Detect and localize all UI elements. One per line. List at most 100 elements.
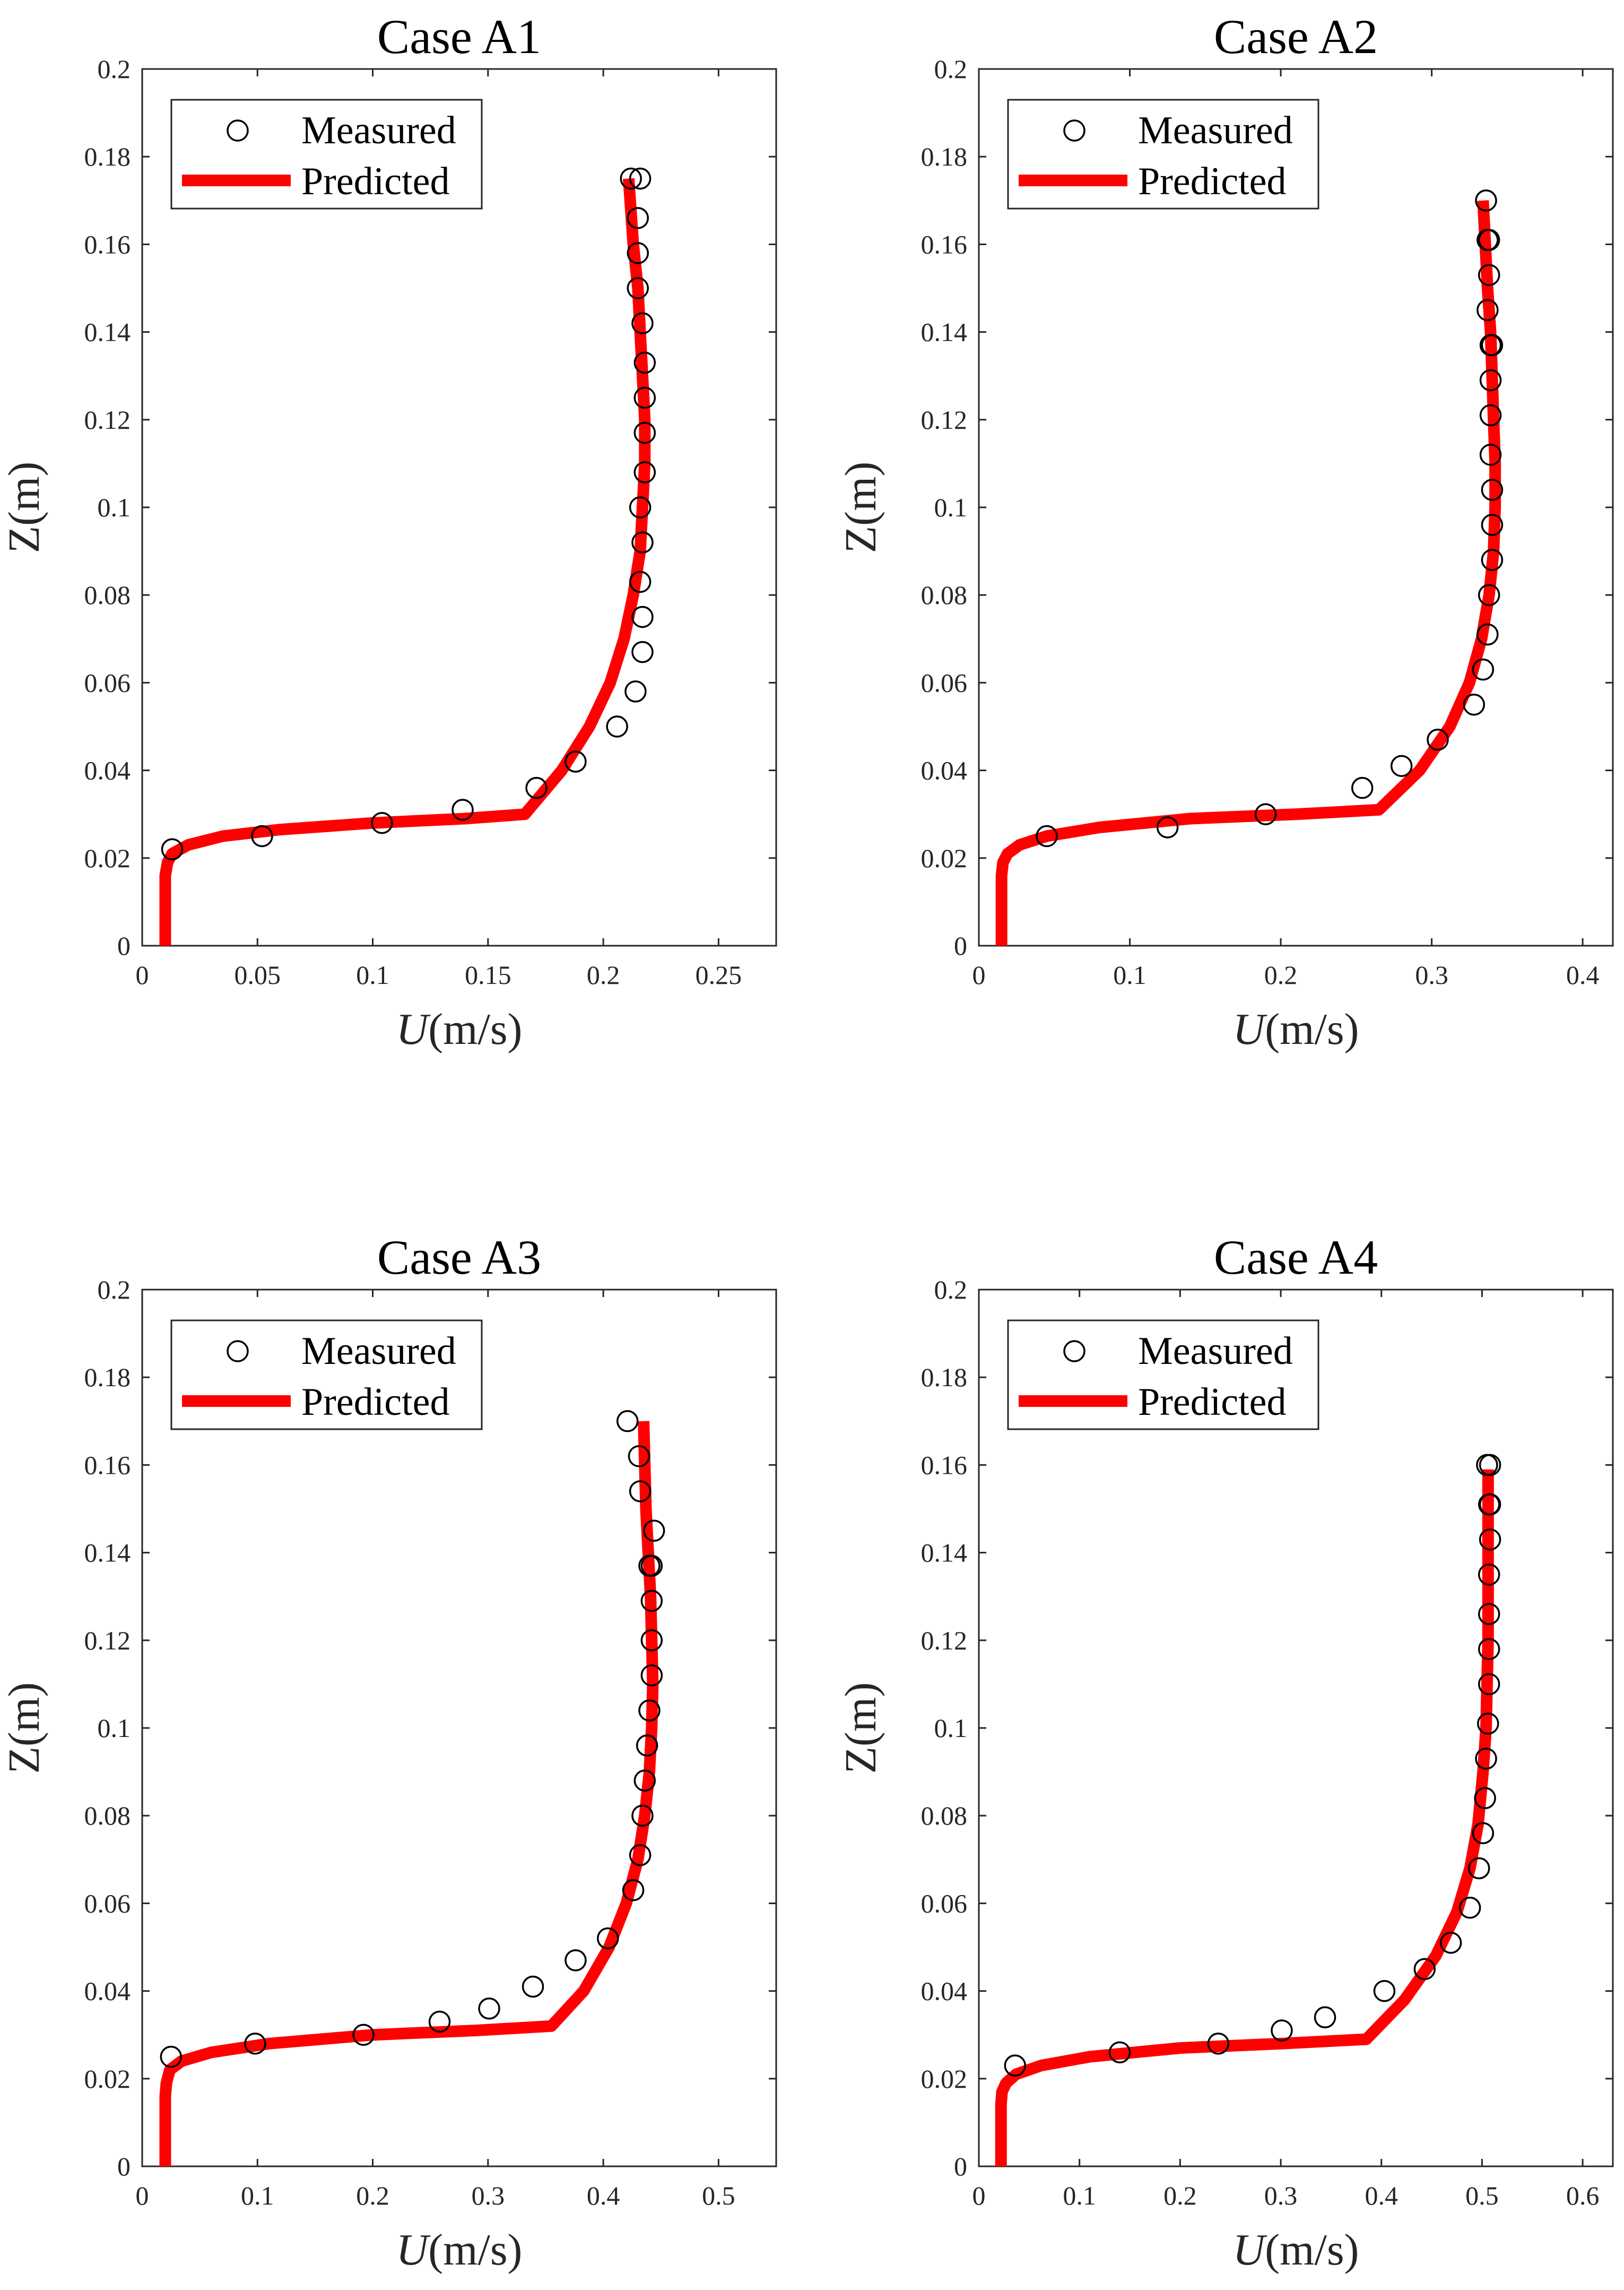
y-tick-label: 0.1 [934,1713,968,1743]
measured-point [1476,1454,1498,1476]
x-tick-label: 0.4 [1566,960,1600,990]
y-tick-label: 0.16 [921,229,968,259]
x-axis-label: U(m/s) [1233,1005,1359,1054]
legend-measured-label: Measured [301,109,456,152]
measured-point [633,421,656,444]
measured-point [1439,1931,1462,1954]
plot-frame [978,1289,1614,2167]
measured-point [629,167,652,190]
x-axis-label-symbol: U [396,2225,431,2275]
measured-point [629,571,652,593]
x-tick-label: 0.1 [1113,960,1147,990]
measured-point [1479,1528,1501,1551]
measured-point [1478,1563,1500,1586]
measured-point [629,496,652,519]
measured-point [631,606,654,628]
measured-point [1479,334,1502,357]
y-tick-label: 0 [954,2151,967,2181]
y-tick-label: 0.16 [84,229,131,259]
measured-point [1478,584,1500,606]
y-tick-label: 0.08 [921,1801,968,1830]
measured-point [1373,1980,1396,2002]
measured-point [631,1804,654,1827]
y-tick-label: 0.12 [921,1626,968,1655]
legend-box [170,99,483,210]
measured-point [251,825,273,848]
measured-point [629,1480,652,1502]
x-axis-label: U(m/s) [1233,2225,1359,2275]
measured-point [633,461,656,483]
legend-predicted-label: Predicted [301,1380,449,1424]
y-tick-label: 0.02 [84,843,131,873]
measured-point [1477,299,1499,322]
legend-box [1007,99,1319,210]
chart-panel-3: 0 0.02 0.04 0.06 0.08 0.1 0.12 0.14 0.16 0.18 0.2 0… [0,1230,777,2275]
measured-point [624,680,647,703]
measured-point [352,2024,375,2046]
x-axis-label-unit: (m/s) [428,2225,522,2275]
y-tick-label: 0 [117,2151,131,2181]
x-tick-label: 0.2 [587,960,620,990]
measured-point [451,799,474,821]
measured-point [1463,693,1485,716]
y-tick-label: 0.18 [921,142,968,171]
legend-measured-marker [1063,119,1085,142]
measured-point [478,1997,500,2020]
measured-point [616,1410,639,1432]
y-tick-label: 0.02 [921,843,968,873]
y-tick-label: 0 [117,931,131,961]
y-tick-label: 0.02 [84,2064,131,2094]
y-tick-label: 0.04 [84,756,131,785]
x-tick-label: 0 [136,960,149,990]
x-tick-label: 0.2 [356,2181,389,2210]
measured-point [633,351,656,374]
x-axis-label-symbol: U [1233,2225,1268,2275]
measured-point [597,1927,619,1950]
measured-point [1475,189,1497,212]
measured-point [1427,729,1449,751]
legend-measured-marker [227,119,249,142]
measured-point [161,838,184,861]
y-tick-label: 0.08 [921,580,968,610]
y-tick-label: 0.04 [84,1976,131,2006]
x-tick-label: 0.05 [235,960,281,990]
y-tick-label: 0.18 [921,1362,968,1392]
measured-point [565,750,587,773]
predicted-line [159,178,651,946]
measured-point [1254,803,1277,825]
chart-title: Case A1 [377,10,541,64]
plot-frame [978,68,1614,947]
measured-point [631,312,654,334]
y-tick-label: 0.1 [934,492,968,522]
y-tick-label: 0.06 [84,1888,131,1918]
y-tick-label: 0.02 [921,2064,968,2094]
legend-measured-label: Measured [1138,1329,1293,1373]
measured-point [1351,776,1374,799]
y-tick-label: 0.18 [84,142,131,171]
y-tick-label: 0.2 [934,54,968,84]
x-tick-label: 0.1 [356,960,389,990]
measured-point [1478,1493,1500,1516]
x-tick-label: 0 [136,2181,149,2210]
measured-point [1472,658,1495,681]
measured-point [628,1445,650,1467]
chart-panel-4: 0 0.02 0.04 0.06 0.08 0.1 0.12 0.14 0.16 0.18 0.2 0… [836,1230,1614,2275]
measured-point [1479,369,1502,392]
measured-point [160,2045,183,2068]
y-axis-label: Z(m) [836,462,885,554]
y-tick-label: 0.06 [921,1888,968,1918]
x-axis-label: U(m/s) [396,1005,523,1054]
measured-point [244,2032,266,2055]
measured-point [1467,1857,1490,1880]
measured-point [1481,549,1504,571]
measured-point [1477,623,1499,646]
legend-measured-marker [227,1340,249,1362]
measured-point [642,1519,665,1542]
measured-point [631,641,654,663]
measured-point [1478,1673,1500,1696]
measured-point [1004,2054,1027,2077]
y-tick-label: 0.16 [84,1450,131,1480]
measured-point [1474,1787,1496,1809]
legend-predicted-label: Predicted [1138,1380,1286,1424]
y-tick-label: 0.1 [98,492,131,522]
